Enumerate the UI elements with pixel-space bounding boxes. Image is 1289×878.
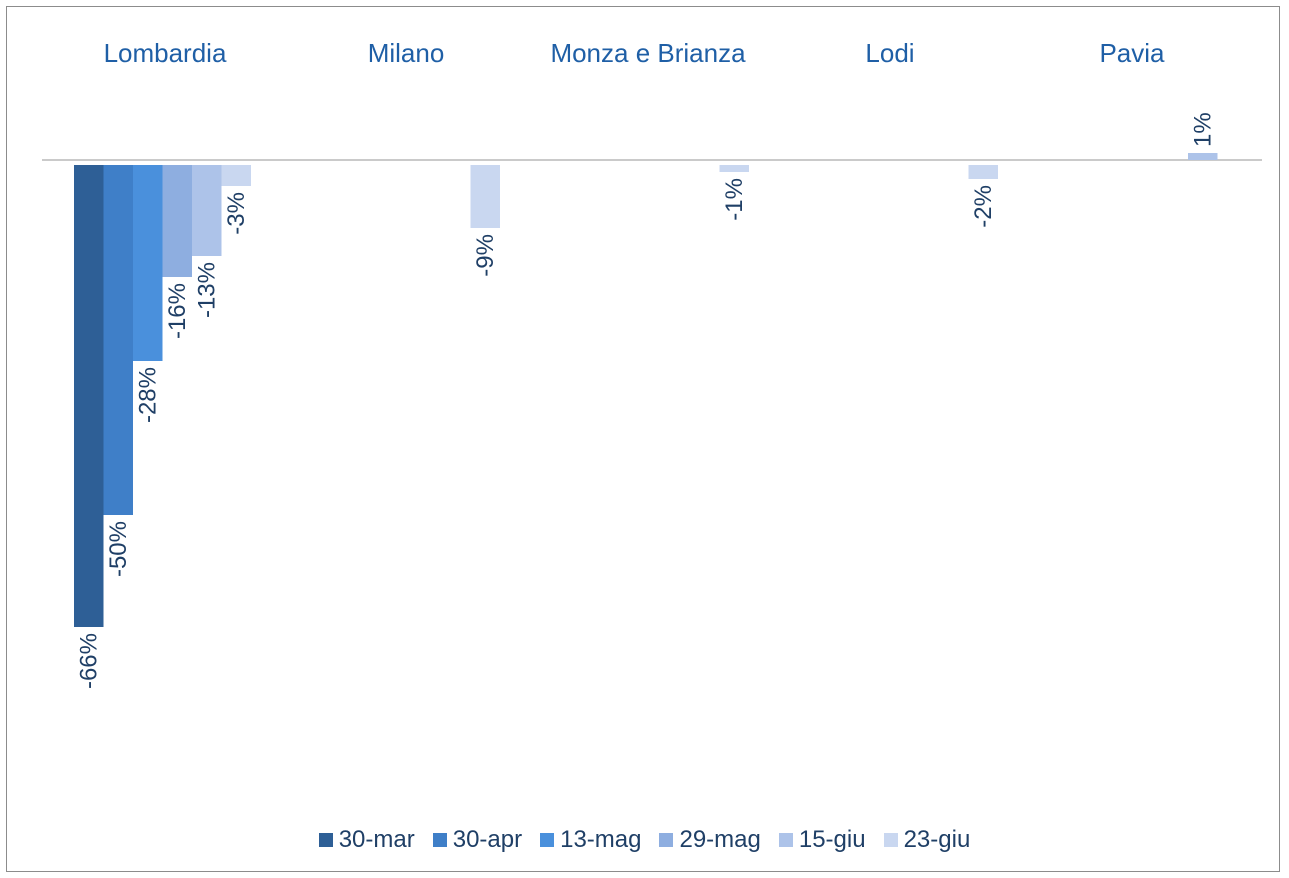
legend: 30-mar 30-apr 13-mag 29-mag 15-giu 23-giu: [0, 826, 1289, 854]
data-label-30-mar-lombardia: -66%: [75, 633, 102, 689]
legend-item-29-mag: 29-mag: [659, 826, 761, 854]
legend-swatch-30-mar: [318, 833, 333, 847]
data-label-15-giu-lombardia: -13%: [193, 262, 220, 318]
legend-label-30-mar: 30-mar: [338, 826, 415, 853]
data-label-13-mag-lombardia: -28%: [134, 367, 161, 423]
legend-label-29-mag: 29-mag: [679, 826, 761, 853]
bar-23-giu-milano: [470, 165, 500, 228]
data-label-29-mag-lombardia: -16%: [164, 283, 191, 339]
bar-30-apr-lombardia: [103, 165, 133, 515]
legend-item-15-giu: 15-giu: [778, 826, 866, 854]
data-label-30-apr-lombardia: -50%: [105, 521, 132, 577]
legend-swatch-13-mag: [540, 833, 555, 847]
data-label-23-giu-milano: -9%: [472, 234, 499, 277]
legend-item-30-apr: 30-apr: [432, 826, 523, 854]
legend-swatch-23-giu: [883, 833, 898, 847]
data-label-23-giu-monza-e-brianza: -1%: [721, 178, 748, 221]
bar-30-mar-lombardia: [74, 165, 104, 627]
bar-23-giu-lodi: [968, 165, 998, 179]
chart-frame: [6, 6, 1280, 872]
category-label-pavia: Pavia: [1099, 38, 1165, 68]
bar-13-mag-lombardia: [133, 165, 163, 361]
category-label-lombardia: Lombardia: [104, 38, 227, 68]
legend-item-30-mar: 30-mar: [318, 826, 415, 854]
bar-29-mag-lombardia: [162, 165, 192, 277]
legend-swatch-29-mag: [659, 833, 674, 847]
legend-label-15-giu: 15-giu: [798, 826, 866, 853]
legend-item-23-giu: 23-giu: [883, 826, 971, 854]
bar-15-giu-pavia: [1188, 153, 1218, 160]
category-label-monza-e-brianza: Monza e Brianza: [550, 38, 746, 68]
legend-label-23-giu: 23-giu: [903, 826, 971, 853]
bar-15-giu-lombardia: [192, 165, 222, 256]
bar-23-giu-monza-e-brianza: [719, 165, 749, 172]
category-label-milano: Milano: [368, 38, 445, 68]
data-label-23-giu-lodi: -2%: [970, 185, 997, 228]
data-label-15-giu-pavia: 1%: [1189, 112, 1216, 147]
legend-swatch-30-apr: [432, 833, 447, 847]
legend-label-30-apr: 30-apr: [452, 826, 523, 853]
bar-23-giu-lombardia: [221, 165, 251, 186]
category-label-lodi: Lodi: [865, 38, 914, 68]
legend-swatch-15-giu: [778, 833, 793, 847]
data-label-23-giu-lombardia: -3%: [223, 192, 250, 235]
legend-label-13-mag: 13-mag: [560, 826, 642, 853]
legend-item-13-mag: 13-mag: [540, 826, 641, 854]
